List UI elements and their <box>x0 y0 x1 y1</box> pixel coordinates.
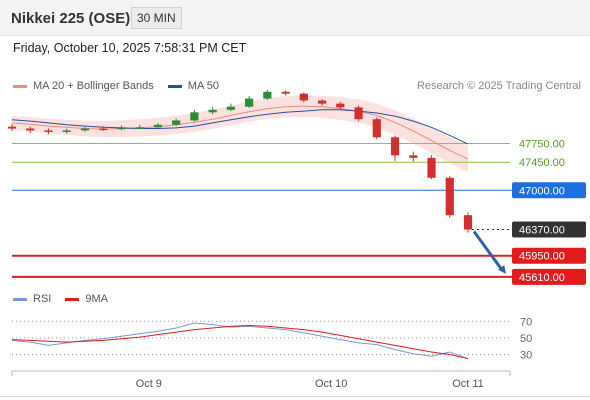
candle-body <box>62 130 71 132</box>
rsi-legend-label: RSI <box>33 293 52 305</box>
ma50-swatch <box>167 84 182 88</box>
forecast-arrow <box>472 230 506 274</box>
candle-body <box>226 106 235 110</box>
candle-body <box>7 126 17 129</box>
candle-body <box>245 98 254 107</box>
level-badge-47000.00 <box>512 182 586 199</box>
candle-body <box>372 119 381 138</box>
bollinger-swatch <box>13 84 27 88</box>
candlesticks <box>7 89 473 233</box>
rsi-ma-legend-label: 9MA <box>85 293 108 305</box>
bollinger-band-fill <box>12 95 468 173</box>
ma50-legend-label: MA 50 <box>187 80 219 92</box>
level-label-45950.00: 45950.00 <box>519 251 565 263</box>
time-label-Oct 9: Oct 9 <box>136 378 162 390</box>
level-badge-45950.00 <box>512 247 586 264</box>
candle-body <box>263 91 272 99</box>
candle-body <box>409 155 418 158</box>
level-badge-45610.00 <box>512 268 586 285</box>
rsi-ma-line <box>11 324 469 360</box>
candle-body <box>463 215 473 230</box>
level-label-47000.00: 47000.00 <box>519 185 565 197</box>
rsi-panel: 70 50 30 <box>11 316 532 362</box>
candle-body <box>390 137 400 156</box>
candle-body <box>445 177 454 216</box>
level-labels: 47750.00 47450.00 47000.00 46370.00 45950.00… <box>512 139 586 285</box>
candle-body <box>190 112 199 121</box>
rsi-line <box>11 322 469 360</box>
interval-selector[interactable]: 30 MIN <box>131 7 182 29</box>
candle-body <box>208 109 217 113</box>
candle-body <box>99 128 108 131</box>
bollinger-band-area <box>12 95 468 173</box>
ma50-line <box>11 109 469 145</box>
rsi-tick-30: 30 <box>520 350 532 362</box>
level-label-47750.00: 47750.00 <box>519 139 565 151</box>
candle-body <box>354 107 363 120</box>
candle-body <box>317 100 327 104</box>
price-legend: MA 20 + Bollinger Bands MA 50 <box>13 80 219 92</box>
timestamp: Friday, October 10, 2025 7:58:31 PM CET <box>13 41 247 55</box>
candle-body <box>117 127 126 130</box>
forecast-arrow-shaft <box>472 230 504 271</box>
bottom-border <box>0 396 590 400</box>
level-label-46370.00: 46370.00 <box>519 225 565 237</box>
instrument-title: Nikkei 225 (OSE) <box>11 10 131 27</box>
time-label-Oct 10: Oct 10 <box>315 378 347 390</box>
candle-body <box>80 128 90 131</box>
forecast-arrow-head <box>498 265 506 274</box>
rsi-tick-50: 50 <box>520 333 532 345</box>
candle-body <box>135 127 144 129</box>
candle-body <box>299 93 308 101</box>
candle-body <box>153 124 163 128</box>
candle-body <box>44 130 53 132</box>
rsi-ma-swatch <box>65 297 80 301</box>
rsi-legend: RSI 9MA <box>13 293 108 305</box>
bollinger-legend-label: MA 20 + Bollinger Bands <box>33 80 154 92</box>
time-axis: Oct 9 Oct 10 Oct 11 <box>11 370 511 390</box>
rsi-swatch <box>13 297 27 301</box>
candle-body <box>172 120 181 125</box>
candle-body <box>336 103 345 108</box>
level-badge-46370.00 <box>512 221 586 238</box>
level-lines <box>12 143 512 278</box>
copyright-notice: Research © 2025 Trading Central <box>416 80 581 92</box>
rsi-tick-70: 70 <box>520 316 532 328</box>
candle-body <box>26 128 35 131</box>
candle-body <box>427 157 436 178</box>
candle-body <box>281 91 290 94</box>
time-label-Oct 11: Oct 11 <box>452 378 484 390</box>
level-label-45610.00: 45610.00 <box>519 272 565 284</box>
level-label-47450.00: 47450.00 <box>519 157 565 169</box>
chart-header: Nikkei 225 (OSE) 30 MIN <box>0 0 590 36</box>
